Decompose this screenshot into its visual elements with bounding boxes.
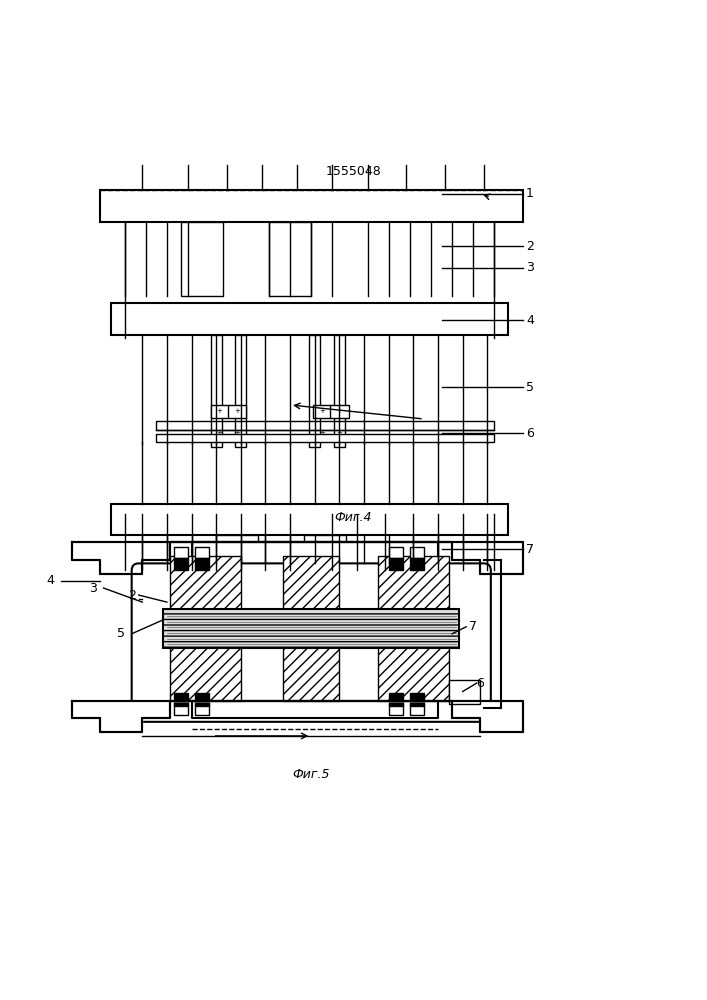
Bar — [269, 222, 311, 296]
Bar — [181, 222, 223, 296]
Bar — [283, 556, 339, 620]
Bar — [174, 704, 188, 715]
Bar — [283, 637, 339, 701]
Bar — [174, 693, 188, 706]
Bar — [170, 637, 241, 701]
Text: +: + — [217, 430, 223, 436]
Bar — [389, 558, 403, 570]
Bar — [110, 303, 508, 335]
Bar — [195, 547, 209, 558]
Text: 4: 4 — [526, 314, 534, 327]
Bar — [334, 335, 345, 447]
Bar — [211, 335, 222, 447]
Text: 2: 2 — [526, 240, 534, 253]
Bar — [410, 704, 424, 715]
Bar — [312, 405, 331, 418]
Text: +: + — [217, 408, 223, 414]
Text: 7: 7 — [469, 620, 477, 633]
Bar — [389, 693, 403, 706]
Bar — [211, 405, 229, 418]
Text: 5: 5 — [526, 381, 534, 394]
Bar — [378, 637, 448, 701]
Bar — [309, 335, 320, 447]
Bar — [170, 556, 241, 620]
Text: 5: 5 — [117, 627, 125, 640]
Bar — [216, 535, 259, 563]
Text: 3: 3 — [526, 261, 534, 274]
Bar — [174, 547, 188, 558]
Bar — [163, 609, 459, 648]
Text: +: + — [319, 430, 325, 436]
Text: 4: 4 — [47, 574, 54, 587]
Bar — [448, 680, 480, 704]
Text: 1: 1 — [526, 187, 534, 200]
Bar — [156, 434, 494, 442]
Text: 7: 7 — [526, 543, 534, 556]
Text: 2: 2 — [128, 589, 136, 602]
Bar — [110, 504, 508, 535]
Bar — [330, 405, 349, 418]
Text: 6: 6 — [477, 677, 484, 690]
Polygon shape — [72, 701, 522, 732]
Text: 6: 6 — [526, 427, 534, 440]
Bar — [410, 693, 424, 706]
Text: 3: 3 — [89, 582, 97, 595]
Text: +: + — [234, 408, 240, 414]
Bar — [389, 704, 403, 715]
Bar — [156, 421, 494, 430]
Bar — [410, 558, 424, 570]
Polygon shape — [72, 542, 522, 574]
Bar — [192, 542, 438, 570]
Bar — [378, 556, 448, 620]
Text: +: + — [234, 430, 240, 436]
Text: +: + — [319, 408, 325, 414]
Bar — [174, 558, 188, 570]
Text: Фиг.5: Фиг.5 — [293, 768, 330, 781]
Bar — [235, 335, 247, 447]
Bar — [100, 190, 522, 222]
Bar — [228, 405, 247, 418]
Text: 1555048: 1555048 — [326, 165, 381, 178]
Bar — [410, 547, 424, 558]
Text: Фиг.4: Фиг.4 — [334, 511, 373, 524]
Text: +: + — [337, 430, 342, 436]
Bar — [195, 693, 209, 706]
Bar — [389, 547, 403, 558]
FancyBboxPatch shape — [132, 563, 491, 722]
Bar — [195, 704, 209, 715]
Text: +: + — [337, 408, 342, 414]
Bar — [195, 558, 209, 570]
Bar — [304, 535, 346, 563]
